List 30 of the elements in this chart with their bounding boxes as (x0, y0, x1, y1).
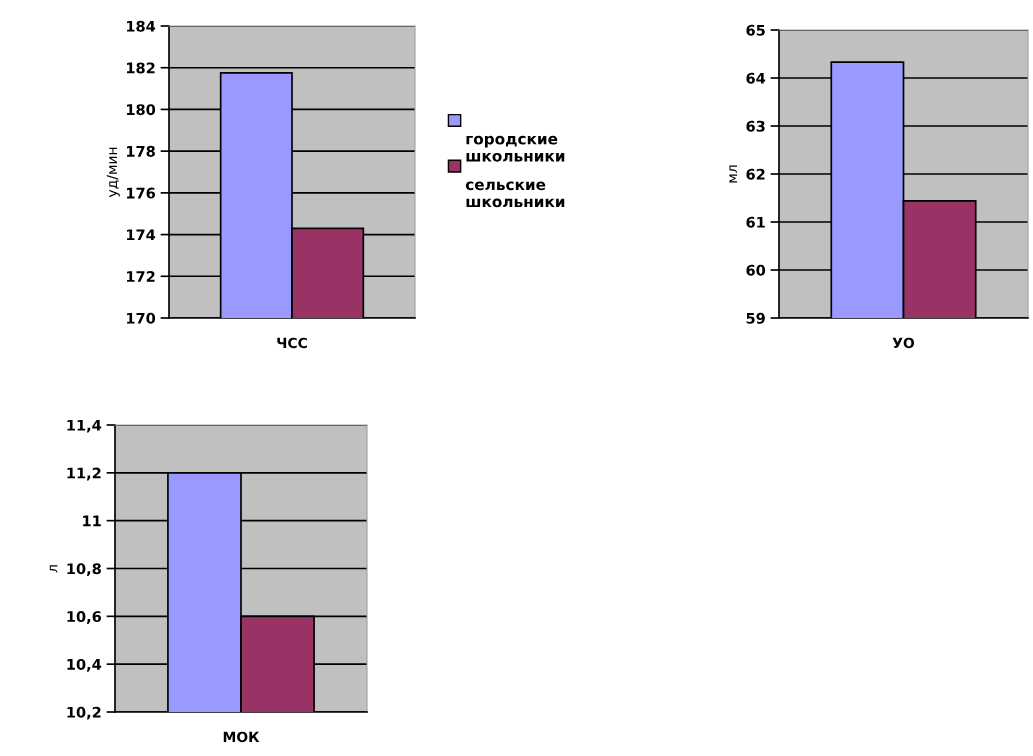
y-tick-label: 10,2 (67, 706, 101, 720)
y-tick-label: 63 (746, 120, 765, 132)
y-axis-title: мл (729, 165, 738, 183)
y-tick-label: 182 (127, 62, 155, 74)
y-tick-label: 65 (746, 24, 765, 36)
y-tick-label: 11,2 (67, 467, 101, 481)
x-tick-label: МОК (223, 731, 260, 743)
y-axis-title: л (49, 565, 58, 573)
legend-label: городские школьники (466, 135, 565, 162)
y-tick-label: 10,8 (67, 563, 101, 577)
y-tick-label: 176 (127, 187, 156, 199)
y-tick-label: 59 (746, 312, 765, 324)
y-tick-label: 172 (127, 271, 155, 282)
y-axis-title: уд/мин (106, 147, 120, 198)
y-tick-label: 10,4 (67, 658, 102, 672)
legend-label: сельские школьники (465, 181, 565, 208)
y-tick-label: 174 (127, 229, 156, 241)
y-tick-label: 60 (746, 264, 766, 276)
y-tick-label: 178 (127, 145, 155, 157)
y-tick-label: 11,4 (67, 419, 102, 433)
x-tick-label: УО (892, 337, 915, 349)
y-tick-label: 64 (746, 72, 766, 84)
y-tick-label: 170 (127, 312, 156, 324)
y-tick-label: 62 (746, 168, 765, 180)
y-tick-label: 61 (746, 216, 765, 228)
y-tick-label: 10,6 (67, 611, 102, 624)
y-tick-label: 184 (127, 20, 156, 32)
y-tick-label: 11 (83, 515, 101, 527)
x-tick-label: ЧСС (277, 337, 307, 349)
y-tick-label: 180 (127, 104, 156, 116)
